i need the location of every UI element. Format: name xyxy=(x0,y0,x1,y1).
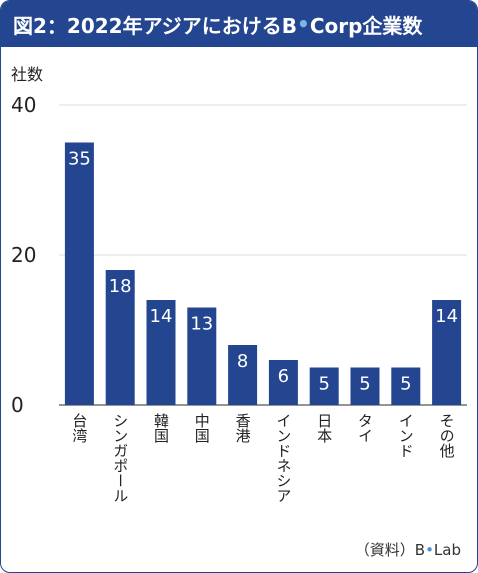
x-tick-label: その他 xyxy=(438,413,456,459)
bar-value-label: 5 xyxy=(359,374,370,395)
title-dot: • xyxy=(297,12,310,36)
bar-value-label: 5 xyxy=(400,374,411,395)
source-prefix: （資料）B xyxy=(354,541,426,559)
bar-value-label: 14 xyxy=(435,306,458,327)
y-tick-label: 0 xyxy=(11,393,24,417)
bar-value-label: 18 xyxy=(109,276,132,297)
title-prefix: 図2：2022年アジアにおけるB xyxy=(13,13,298,38)
x-tick-label: 香港 xyxy=(234,413,252,443)
chart-title: 図2：2022年アジアにおけるB • Corp企業数 xyxy=(1,1,477,47)
bar xyxy=(228,345,258,405)
bar-value-label: 6 xyxy=(278,366,289,387)
x-tick-label: インド xyxy=(397,413,415,458)
y-tick-label: 40 xyxy=(11,93,36,117)
source-suffix: Lab xyxy=(433,541,461,559)
x-tick-label: シンガポール xyxy=(111,413,129,503)
x-tick-label: タイ xyxy=(356,413,374,443)
bar xyxy=(350,367,380,405)
bar xyxy=(268,360,298,405)
y-tick-label: 20 xyxy=(11,243,36,267)
title-suffix: Corp企業数 xyxy=(309,13,423,38)
bar-value-label: 13 xyxy=(190,314,213,335)
bar-value-label: 5 xyxy=(318,374,329,395)
bar xyxy=(309,367,339,405)
bar xyxy=(432,300,462,405)
y-axis-label: 社数 xyxy=(11,65,44,84)
bar-value-label: 35 xyxy=(68,149,91,170)
bar-value-label: 14 xyxy=(150,306,173,327)
bar xyxy=(187,307,217,405)
x-tick-label: 日本 xyxy=(315,413,333,443)
bar-value-label: 8 xyxy=(237,351,248,372)
source-note: （資料）B•Lab xyxy=(355,539,461,560)
source-dot: • xyxy=(425,541,434,559)
bar xyxy=(105,270,135,405)
x-tick-label: 台湾 xyxy=(70,413,88,443)
bar xyxy=(64,142,94,405)
x-tick-label: 韓国 xyxy=(152,413,170,443)
bar xyxy=(391,367,421,405)
x-tick-label: 中国 xyxy=(193,413,211,443)
bar xyxy=(146,300,176,405)
x-tick-label: インドネシア xyxy=(274,413,292,503)
